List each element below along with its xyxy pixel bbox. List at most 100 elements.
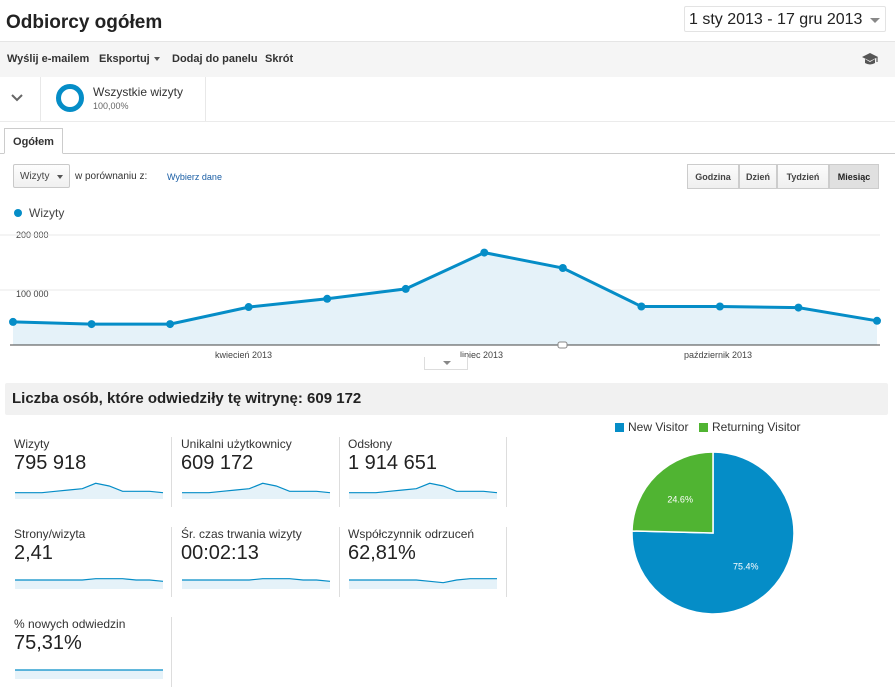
- sparkline-line: [15, 578, 164, 582]
- divider: [171, 527, 172, 597]
- sparkline-area: [182, 578, 330, 589]
- data-point: [873, 316, 881, 325]
- sparkline-line: [349, 578, 497, 584]
- export-button[interactable]: Eksportuj: [99, 53, 160, 65]
- sparkline-area: [15, 578, 163, 589]
- divider: [339, 527, 340, 597]
- sparkline-area: [15, 670, 163, 679]
- metric-card[interactable]: Odsłony 1 914 651: [348, 437, 506, 507]
- sparkline: [349, 482, 498, 499]
- pie-legend-label: New Visitor: [628, 420, 689, 434]
- segment-bar: Wszystkie wizyty 100,00%: [0, 77, 895, 122]
- pie-slice: [631, 451, 795, 615]
- sparkline-line: [182, 578, 331, 582]
- granularity-hour-button[interactable]: Godzina: [687, 164, 739, 189]
- email-button[interactable]: Wyślij e-mailem: [7, 53, 90, 65]
- metric-card[interactable]: Wizyty 795 918: [14, 437, 172, 507]
- tab-overview[interactable]: Ogółem: [4, 128, 63, 154]
- sparkline-area: [182, 483, 330, 499]
- date-range-text: 1 sty 2013 - 17 gru 2013: [689, 11, 863, 28]
- metric-value: 1 914 651: [348, 452, 437, 474]
- divider: [171, 617, 172, 687]
- metric-card[interactable]: Strony/wizyta 2,41: [14, 527, 172, 597]
- toolbar: Wyślij e-mailem Eksportuj Dodaj do panel…: [0, 41, 895, 78]
- tab-underline: [0, 153, 895, 154]
- summary-header: Liczba osób, które odwiedziły tę witrynę…: [5, 383, 888, 415]
- metric-card[interactable]: Unikalni użytkownicy 609 172: [181, 437, 339, 507]
- chevron-down-icon: [870, 18, 880, 23]
- divider: [339, 437, 340, 507]
- visitor-type-pie-chart: 75.4% 24.6%: [631, 451, 795, 615]
- divider: [506, 527, 507, 597]
- pie-legend-marker: [615, 423, 624, 432]
- divider: [205, 77, 206, 121]
- sparkline: [15, 482, 164, 499]
- x-tick-label: kwiecień 2013: [215, 350, 273, 360]
- metric-value: 2,41: [14, 542, 53, 564]
- metric-label: Śr. czas trwania wizyty: [181, 527, 302, 541]
- sparkline: [349, 578, 497, 589]
- graduation-cap-icon[interactable]: [861, 52, 879, 66]
- sparkline-line: [349, 482, 498, 494]
- visits-line-chart: [0, 234, 881, 349]
- divider: [506, 437, 507, 507]
- summary-title: Liczba osób, które odwiedziły tę witrynę…: [12, 390, 362, 407]
- data-point: [794, 303, 803, 312]
- pie-slice-label: 75.4%: [733, 562, 759, 572]
- series-line: [12, 251, 878, 326]
- pie-legend-marker: [699, 423, 708, 432]
- granularity-month-button[interactable]: Miesiąc: [829, 164, 879, 189]
- sparkline-area: [349, 578, 497, 589]
- sparkline-line: [182, 482, 331, 494]
- metric-label: Współczynnik odrzuceń: [348, 527, 475, 541]
- chevron-down-icon[interactable]: [10, 93, 24, 103]
- metric-card[interactable]: Współczynnik odrzuceń 62,81%: [348, 527, 506, 597]
- date-range-picker[interactable]: 1 sty 2013 - 17 gru 2013: [684, 6, 886, 32]
- metric-label: Unikalni użytkownicy: [181, 437, 292, 451]
- y-tick-label: 100 000: [16, 289, 49, 299]
- segment-percent: 100,00%: [93, 101, 129, 111]
- compare-label: w porównaniu z:: [75, 171, 148, 182]
- collapse-chart-button[interactable]: [424, 357, 468, 370]
- choose-data-link[interactable]: Wybierz dane: [167, 172, 222, 182]
- x-tick-label: październik 2013: [684, 350, 753, 360]
- x-tick-label: lipiec 2013: [460, 350, 504, 360]
- segment-name: Wszystkie wizyty: [93, 85, 183, 99]
- annotation-marker: [557, 341, 568, 349]
- pie-slice: [631, 451, 714, 534]
- sparkline: [15, 578, 164, 589]
- data-point: [480, 248, 489, 257]
- metric-select[interactable]: Wizyty: [13, 164, 70, 188]
- legend-label: Wizyty: [29, 206, 65, 220]
- metric-value: 62,81%: [348, 542, 416, 564]
- metric-label: % nowych odwiedzin: [14, 617, 126, 631]
- shortcut-button[interactable]: Skrót: [265, 53, 294, 65]
- legend-marker: [14, 209, 22, 217]
- divider: [40, 77, 41, 121]
- divider: [171, 437, 172, 507]
- data-point: [637, 302, 646, 311]
- sparkline-area: [349, 483, 497, 499]
- metric-card[interactable]: Śr. czas trwania wizyty 00:02:13: [181, 527, 339, 597]
- metric-card[interactable]: % nowych odwiedzin 75,31%: [14, 617, 172, 687]
- data-point: [558, 264, 567, 272]
- granularity-week-button[interactable]: Tydzień: [777, 164, 829, 189]
- pie-legend-label: Returning Visitor: [712, 420, 801, 434]
- data-point: [166, 320, 175, 329]
- data-point: [9, 317, 17, 326]
- data-point: [715, 302, 724, 311]
- metric-label: Odsłony: [348, 437, 393, 451]
- metric-value: 609 172: [181, 452, 254, 474]
- sparkline-line: [15, 482, 164, 494]
- data-point: [244, 303, 253, 312]
- pie-slice-label: 24.6%: [667, 494, 693, 504]
- metric-value: 75,31%: [14, 632, 82, 654]
- granularity-day-button[interactable]: Dzień: [739, 164, 777, 189]
- page-title: Odbiorcy ogółem: [6, 12, 163, 33]
- metric-value: 795 918: [14, 452, 87, 474]
- export-label: Eksportuj: [99, 53, 150, 65]
- series-area: [13, 252, 877, 345]
- segment-ring-icon: [56, 84, 84, 112]
- sparkline: [182, 578, 331, 589]
- add-to-dashboard-button[interactable]: Dodaj do panelu: [172, 53, 258, 65]
